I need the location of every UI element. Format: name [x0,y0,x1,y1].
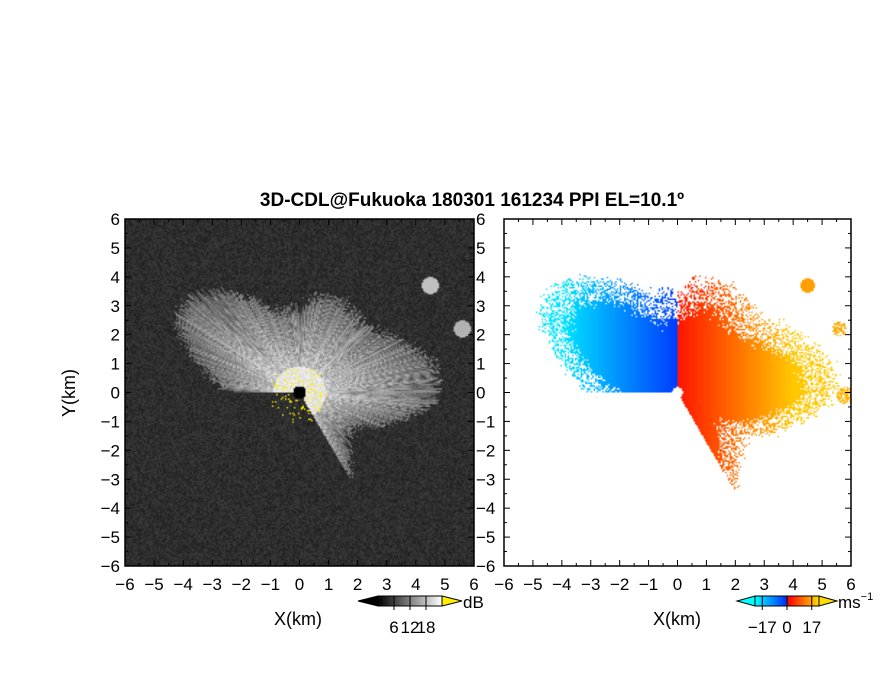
y-tick-label: 3 [476,297,485,316]
y-tick-label: 6 [111,210,120,229]
y-tick-label: −5 [101,528,120,547]
colorbar-tick-label: 12 [401,618,420,637]
velocity-xlabel: X(km) [653,609,701,629]
x-tick-label: 5 [817,575,826,594]
y-tick-label: 5 [476,239,485,258]
intensity-image [125,219,474,566]
intensity-ylabel: Y(km) [59,369,79,417]
x-tick-label: 3 [760,575,769,594]
y-tick-label: 6 [476,210,485,229]
y-tick-label: −5 [476,528,495,547]
y-tick-label: 1 [111,355,120,374]
x-tick-label: 6 [846,575,855,594]
colorbar-tick-label: 0 [782,618,791,637]
velocity-colorbar: ms−1 −17 0 17 [735,591,873,637]
x-tick-label: 4 [411,575,420,594]
velocity-ticks [503,218,852,567]
intensity-colorbar-high-arrow [441,595,463,607]
velocity-colorbar-unit-base: ms [838,593,861,612]
x-tick-label: 3 [382,575,391,594]
x-tick-label: −6 [115,575,134,594]
x-tick-label: −6 [494,575,513,594]
y-tick-label: −2 [101,441,120,460]
y-tick-label: −6 [101,557,120,576]
y-tick-label: −2 [476,441,495,460]
x-tick-label: 1 [324,575,333,594]
x-tick-label: −3 [581,575,600,594]
y-tick-label: −3 [101,470,120,489]
velocity-x-tick-labels: −6 −5 −4 −3 −2 −1 0 1 2 3 4 5 6 [494,575,855,594]
x-tick-label: −1 [639,575,658,594]
y-tick-label: −6 [476,557,495,576]
y-tick-label: −4 [101,499,120,518]
colorbar-tick-label: −17 [748,618,777,637]
colorbar-tick-label: 6 [389,618,398,637]
y-tick-label: 5 [111,239,120,258]
y-tick-label: 4 [476,268,485,287]
intensity-ticks [124,218,475,567]
y-tick-label: 1 [476,355,485,374]
x-tick-label: −5 [144,575,163,594]
x-tick-label: 5 [440,575,449,594]
colorbar-tick-label: 17 [802,618,821,637]
velocity-image [504,219,851,566]
intensity-colorbar-unit: dB [463,593,484,612]
intensity-xlabel: X(km) [274,609,322,629]
velocity-colorbar-ticks: −17 0 17 [748,596,821,637]
x-tick-label: 1 [702,575,711,594]
intensity-x-tick-labels: −6 −5 −4 −3 −2 −1 0 1 2 3 4 5 6 [115,575,478,594]
y-tick-label: 3 [111,297,120,316]
y-tick-label: −1 [476,412,495,431]
x-tick-label: −2 [232,575,251,594]
x-tick-label: −4 [173,575,192,594]
x-tick-label: 0 [673,575,682,594]
x-tick-label: −1 [261,575,280,594]
colorbar-tick-label: 18 [417,618,436,637]
x-tick-label: 4 [788,575,797,594]
y-tick-label: 0 [476,384,485,403]
velocity-colorbar-high-arrow [818,595,839,607]
x-tick-label: −2 [610,575,629,594]
velocity-panel: −6 −5 −4 −3 −2 −1 0 1 2 3 4 5 6 X(km) [494,218,856,629]
y-tick-label: 0 [111,384,120,403]
x-tick-label: 2 [353,575,362,594]
velocity-colorbar-low-arrow [735,595,756,607]
intensity-y-tick-labels: 6 5 4 3 2 1 0 −1 −2 −3 −4 −5 −6 6 5 4 3 2 1 0 −1 −2 −3 −4 −5 −6 [101,210,496,576]
velocity-colorbar-unit-exponent: −1 [861,591,874,603]
y-tick-label: −1 [101,412,120,431]
y-tick-label: −4 [476,499,495,518]
x-tick-label: −4 [552,575,571,594]
intensity-colorbar-low-arrow [357,595,379,607]
y-tick-label: 4 [111,268,120,287]
chart-title: 3D-CDL@Fukuoka 180301 161234 PPI EL=10.1… [260,190,684,211]
x-tick-label: 6 [469,575,478,594]
x-tick-label: −5 [523,575,542,594]
x-tick-label: 0 [295,575,304,594]
y-tick-label: 2 [476,326,485,345]
y-tick-label: 2 [111,326,120,345]
y-tick-label: −3 [476,470,495,489]
x-tick-label: 2 [731,575,740,594]
x-tick-label: −3 [203,575,222,594]
velocity-colorbar-unit: ms−1 [838,591,873,612]
